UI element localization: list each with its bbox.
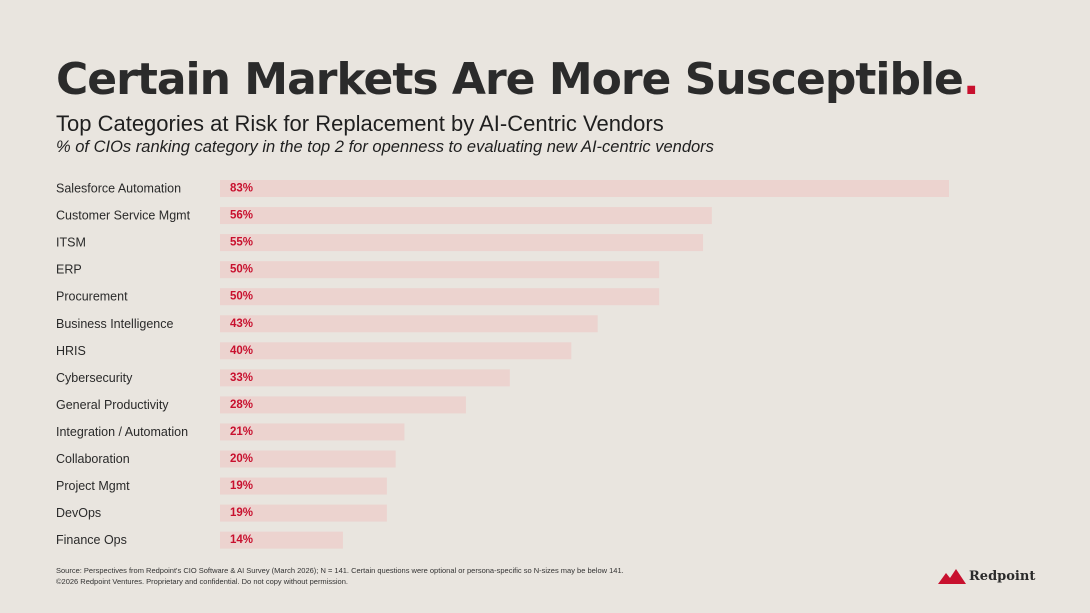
chart-note: % of CIOs ranking category in the top 2 … xyxy=(56,138,714,156)
bar-2 xyxy=(220,234,704,252)
source-line: Source: Perspectives from Redpoint's CIO… xyxy=(56,566,624,575)
value-label-1: 56% xyxy=(230,210,253,222)
title-dot: . xyxy=(962,54,980,105)
redpoint-logo: Redpoint xyxy=(938,568,1035,584)
category-label-2: ITSM xyxy=(56,236,86,250)
category-label-1: Customer Service Mgmt xyxy=(56,209,191,223)
bar-11 xyxy=(220,477,387,495)
category-label-6: HRIS xyxy=(56,344,86,358)
bar-9 xyxy=(220,423,405,441)
category-label-3: ERP xyxy=(56,263,82,277)
value-label-9: 21% xyxy=(230,426,253,438)
bar-7 xyxy=(220,369,510,387)
bar-0 xyxy=(220,180,949,197)
bar-6 xyxy=(220,342,572,360)
value-label-8: 28% xyxy=(230,399,253,411)
value-label-3: 50% xyxy=(230,264,253,276)
category-label-0: Salesforce Automation xyxy=(56,182,181,196)
bar-10 xyxy=(220,450,396,468)
value-label-0: 83% xyxy=(230,183,253,195)
mountain-icon xyxy=(938,569,966,584)
value-label-12: 19% xyxy=(230,507,253,519)
value-label-11: 19% xyxy=(230,480,253,492)
title-text: Certain Markets Are More Susceptible xyxy=(56,54,964,105)
bar-13 xyxy=(220,531,343,549)
logo-text: Redpoint xyxy=(969,568,1036,584)
category-label-10: Collaboration xyxy=(56,452,130,466)
category-label-9: Integration / Automation xyxy=(56,425,188,439)
chart-subtitle: Top Categories at Risk for Replacement b… xyxy=(56,111,664,136)
category-label-5: Business Intelligence xyxy=(56,317,173,331)
value-label-4: 50% xyxy=(230,291,253,303)
bar-1 xyxy=(220,207,712,225)
category-label-8: General Productivity xyxy=(56,398,169,412)
value-label-6: 40% xyxy=(230,345,253,357)
bar-3 xyxy=(220,261,660,279)
bar-4 xyxy=(220,288,660,306)
category-label-11: Project Mgmt xyxy=(56,479,130,493)
value-label-10: 20% xyxy=(230,453,253,465)
category-label-7: Cybersecurity xyxy=(56,371,133,385)
source-footnote: Source: Perspectives from Redpoint's CIO… xyxy=(56,566,624,587)
bar-12 xyxy=(220,504,387,522)
value-label-2: 55% xyxy=(230,237,253,249)
category-label-13: Finance Ops xyxy=(56,533,127,547)
bar-8 xyxy=(220,396,466,414)
value-label-7: 33% xyxy=(230,372,253,384)
page-title: Certain Markets Are More Susceptible. xyxy=(56,54,980,105)
copyright-line: ©2026 Redpoint Ventures. Proprietary and… xyxy=(56,576,348,586)
category-label-12: DevOps xyxy=(56,506,101,520)
category-label-4: Procurement xyxy=(56,290,128,304)
bar-5 xyxy=(220,315,598,333)
value-label-5: 43% xyxy=(230,318,253,330)
value-label-13: 14% xyxy=(230,534,253,546)
